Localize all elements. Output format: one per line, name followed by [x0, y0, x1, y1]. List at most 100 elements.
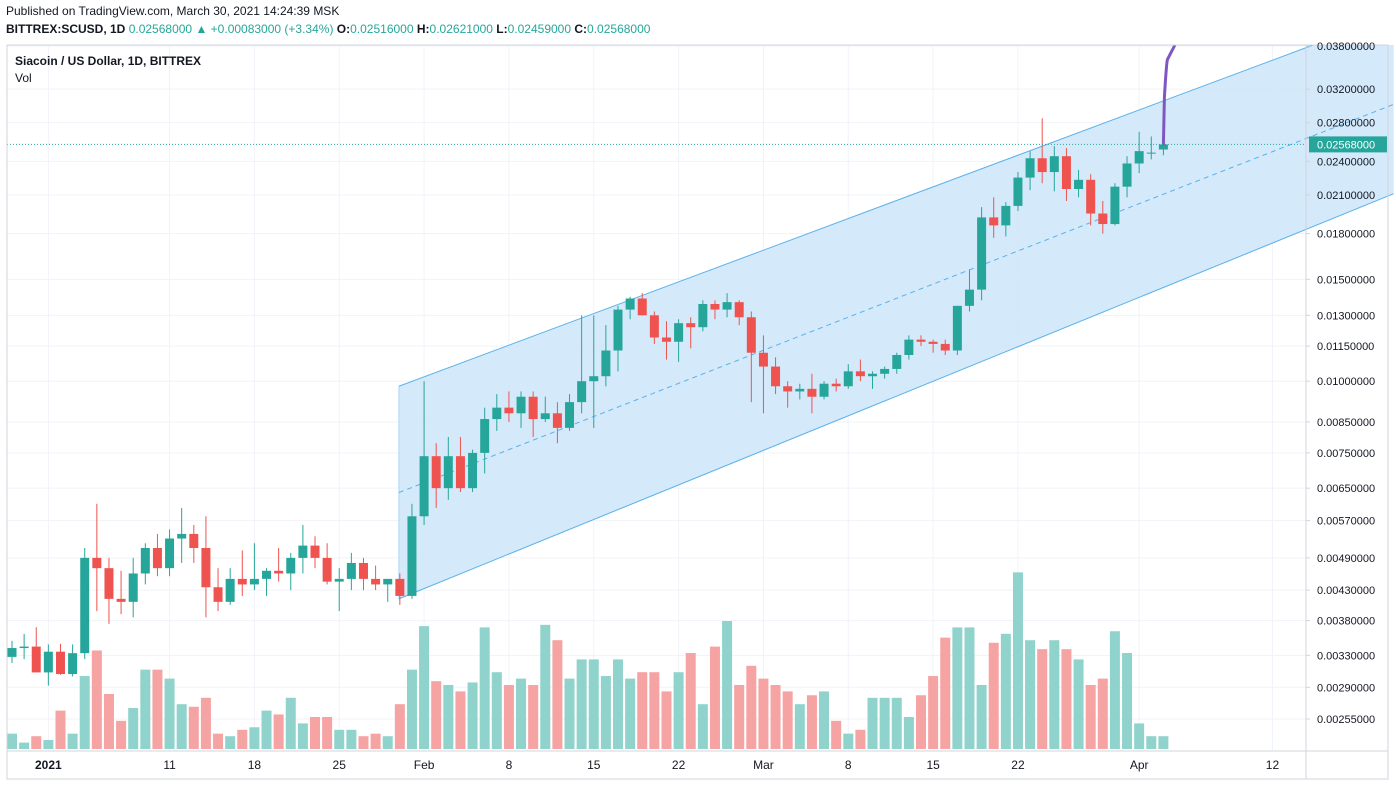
candle-body	[686, 323, 696, 328]
candle-body	[952, 305, 962, 351]
candle	[904, 335, 914, 360]
volume-bar	[43, 740, 54, 749]
candle-body	[334, 578, 344, 582]
last-price-badge: 0.02568000	[1309, 136, 1387, 153]
volume-bar	[297, 723, 308, 749]
volume-bar	[152, 669, 163, 749]
candle	[31, 627, 41, 673]
price-tick-label: 0.00290000	[1317, 682, 1375, 694]
candle-body	[892, 354, 902, 369]
candle-body	[928, 341, 938, 344]
volume-bar	[443, 685, 454, 749]
candle	[262, 568, 272, 596]
candle	[225, 568, 235, 605]
candle-body	[916, 339, 926, 342]
candle	[68, 644, 78, 677]
candle	[395, 573, 405, 605]
volume-bar	[334, 729, 345, 749]
volume-bars	[7, 572, 1169, 749]
candle-body	[1098, 213, 1108, 225]
candle	[1013, 172, 1023, 211]
candle	[661, 321, 671, 360]
candle	[1086, 174, 1096, 226]
open-value: 0.02516000	[350, 22, 414, 36]
volume-bar	[988, 642, 999, 749]
volume-bar	[91, 650, 102, 749]
candle	[734, 300, 744, 326]
price-tick-label: 0.00750000	[1317, 448, 1375, 460]
candle-body	[1110, 186, 1120, 225]
candle-body	[637, 298, 647, 316]
candle-body	[783, 386, 793, 392]
volume-bar	[491, 672, 502, 749]
volume-bar	[310, 717, 320, 749]
candle	[274, 548, 284, 582]
volume-bar	[140, 669, 151, 749]
volume-bar	[406, 669, 417, 749]
candle	[589, 315, 599, 428]
time-tick-label: 8	[506, 758, 513, 772]
candle-body	[977, 217, 987, 290]
candle-body	[189, 533, 199, 549]
candle	[758, 335, 768, 414]
volume-bar	[7, 733, 17, 749]
volume-bar	[976, 685, 987, 749]
volume-bar	[273, 714, 284, 749]
candle-body	[771, 366, 781, 387]
candle	[868, 371, 878, 389]
candle-body	[68, 653, 78, 675]
volume-bar	[637, 672, 648, 749]
symbol-label: BITTREX:SCUSD, 1D	[6, 22, 126, 36]
volume-bar	[746, 665, 757, 749]
regression-channel-fill	[398, 45, 1394, 599]
volume-bar	[952, 627, 963, 749]
candle	[540, 396, 550, 422]
volume-bar	[528, 685, 539, 749]
volume-bar	[164, 678, 175, 749]
time-tick-label: 22	[672, 758, 686, 772]
candle	[468, 449, 478, 493]
open-label: O:	[336, 22, 351, 36]
volume-bar	[467, 682, 478, 749]
candle-body	[371, 578, 381, 585]
volume-bar	[1109, 631, 1120, 749]
candle-body	[213, 587, 223, 602]
candle	[771, 357, 781, 395]
candle-body	[286, 557, 296, 574]
volume-bar	[770, 685, 781, 749]
time-tick-label: 11	[163, 758, 176, 772]
legend-title: Siacoin / US Dollar, 1D, BITTREX	[15, 54, 202, 68]
candle-body	[31, 646, 41, 673]
price-tick-label: 0.01300000	[1317, 310, 1375, 322]
candle	[383, 578, 393, 602]
candle	[940, 339, 950, 355]
candle-body	[152, 548, 162, 569]
chart-frame	[6, 44, 1389, 780]
candle-body	[1013, 177, 1023, 206]
candle-body	[516, 396, 526, 414]
candle-body	[128, 573, 138, 602]
candle-body	[1001, 205, 1011, 226]
candle-body	[104, 568, 114, 599]
candle	[746, 311, 756, 403]
volume-bar	[79, 676, 90, 749]
volume-bar	[613, 659, 623, 749]
candle	[1061, 148, 1071, 201]
volume-bar	[819, 691, 830, 749]
candle-body	[1049, 156, 1059, 173]
candle-body	[577, 381, 587, 403]
price-tick-label: 0.02800000	[1317, 118, 1375, 130]
candle-body	[746, 317, 756, 353]
candle	[104, 557, 114, 624]
volume-bar	[855, 729, 866, 749]
candle	[407, 503, 417, 599]
candle	[358, 557, 368, 591]
time-tick-label: Mar	[753, 758, 774, 772]
candle-body	[140, 548, 150, 574]
volume-bar	[576, 659, 587, 749]
volume-bar	[346, 729, 357, 749]
volume-bar	[782, 691, 793, 749]
candle-body	[7, 648, 17, 657]
time-tick-label: 25	[333, 758, 347, 772]
